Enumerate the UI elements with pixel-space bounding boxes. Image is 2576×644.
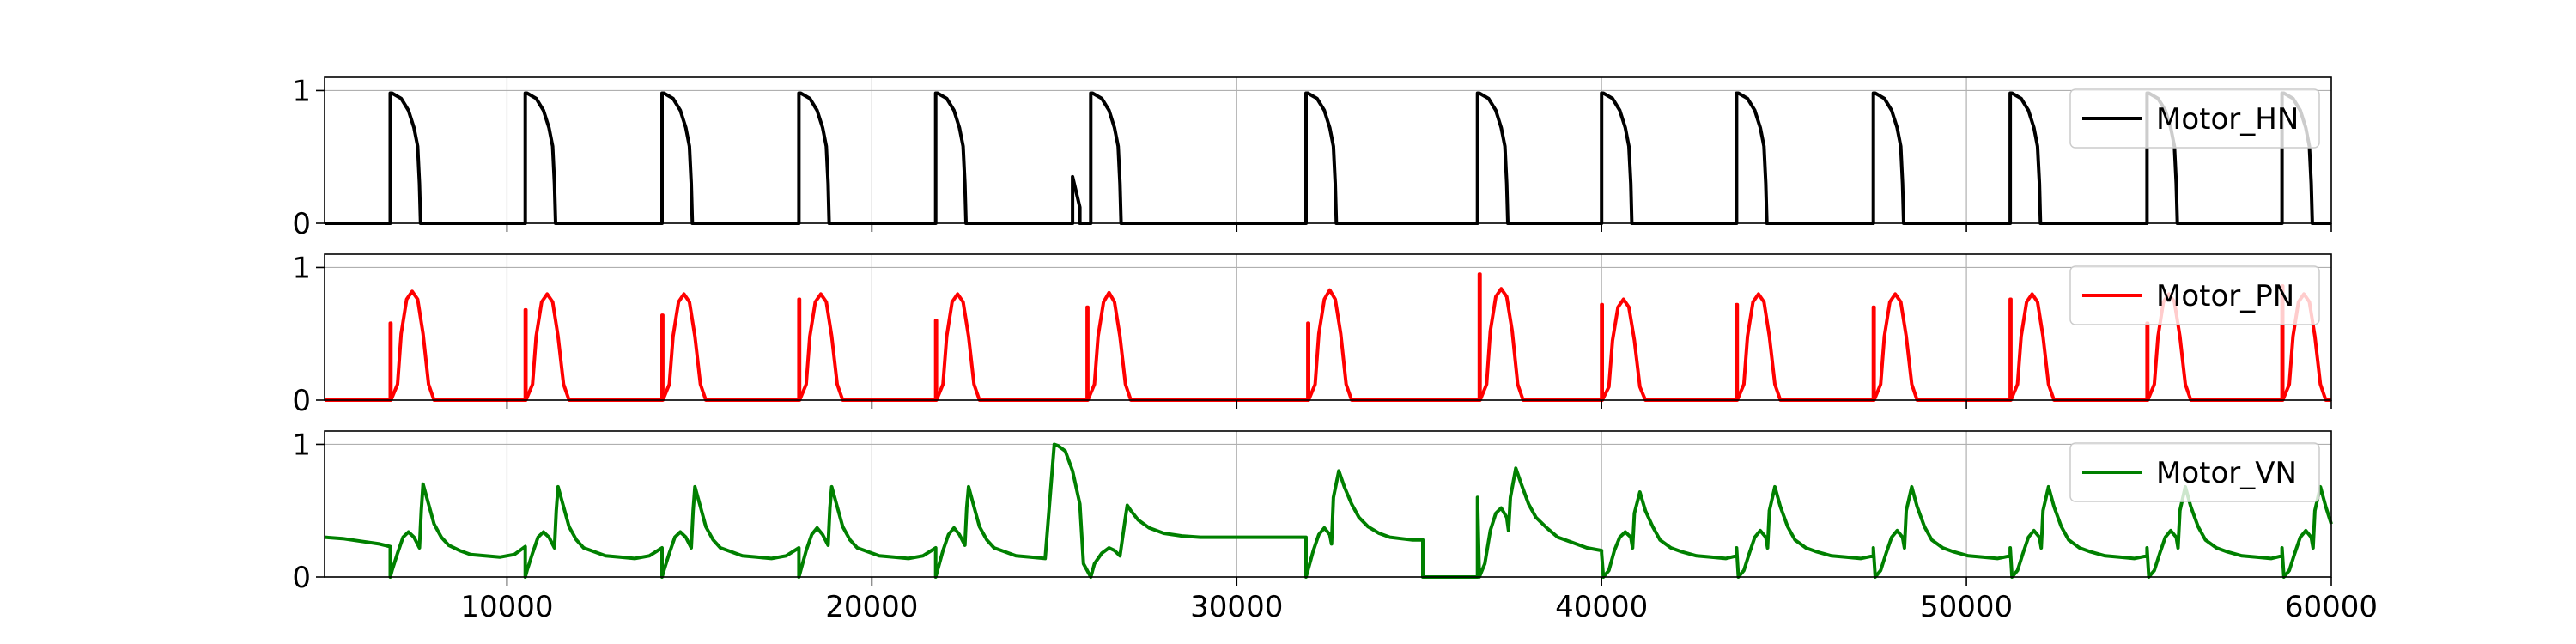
panel-hn: 0 1 Motor_HN <box>292 74 2332 241</box>
series-line-hn <box>325 91 2331 225</box>
legend-label: Motor_VN <box>2156 456 2297 490</box>
legend-label: Motor_PN <box>2156 279 2294 313</box>
plot-area-pn <box>325 254 2331 400</box>
y-tick-label: 1 <box>292 74 311 108</box>
legend-box <box>2069 265 2320 325</box>
y-tick-label: 0 <box>292 384 311 418</box>
x-tick-label: 30000 <box>1190 590 1283 624</box>
panel-pn: 0 1 Motor_PN <box>292 251 2332 418</box>
series-line-vn <box>324 442 2333 579</box>
x-tick-label: 60000 <box>2285 590 2378 624</box>
plot-area-vn <box>325 431 2331 577</box>
legend-hn: Motor_HN <box>2069 88 2320 149</box>
x-tick-label: 10000 <box>460 590 553 624</box>
y-tick-label: 1 <box>292 251 311 285</box>
axes-frame-pn <box>324 253 2332 401</box>
legend-label: Motor_HN <box>2156 102 2299 137</box>
plot-area-hn <box>325 77 2331 223</box>
axes-frame-hn <box>324 76 2332 224</box>
y-tick-label: 1 <box>292 428 311 462</box>
x-tick-label: 20000 <box>825 590 918 624</box>
legend-pn: Motor_PN <box>2069 265 2320 325</box>
legend-box <box>2069 442 2320 502</box>
panel-vn: 0 1 10000 20000 30000 40000 50000 60000 Motor_VN <box>292 428 2378 624</box>
panels: 0 1 Motor_HN 0 1 Motor_PN 0 1 10000 20000 30000 400… <box>292 74 2378 624</box>
x-tick-label: 40000 <box>1555 590 1648 624</box>
y-tick-label: 0 <box>292 561 311 595</box>
axes-frame-vn <box>324 430 2332 578</box>
legend-vn: Motor_VN <box>2069 442 2320 502</box>
x-tick-label: 50000 <box>1920 590 2013 624</box>
y-tick-label: 0 <box>292 207 311 241</box>
legend-box <box>2069 88 2320 149</box>
